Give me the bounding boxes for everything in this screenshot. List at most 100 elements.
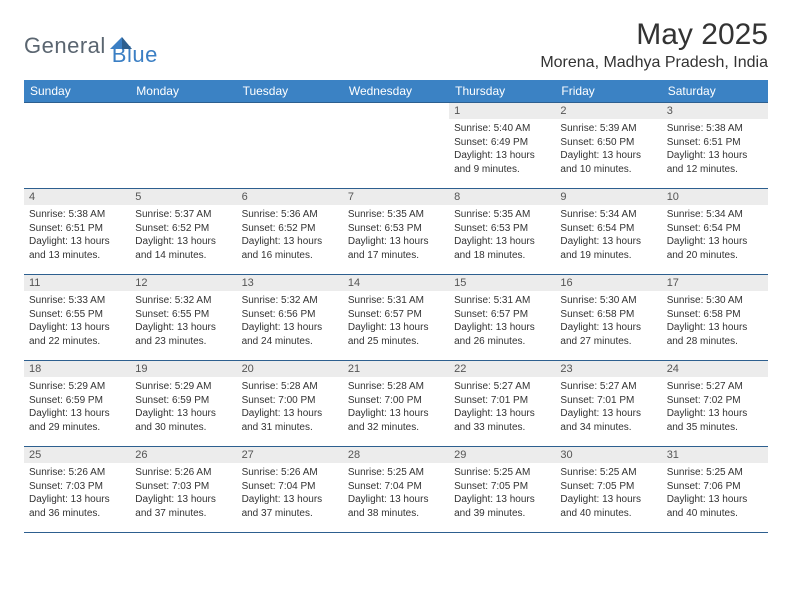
- day-detail-line: Daylight: 13 hours: [667, 321, 763, 335]
- calendar-cell: 22 Sunrise: 5:27 AMSunset: 7:01 PMDayligh…: [449, 361, 555, 447]
- weekday-header-sunday: Sunday: [24, 80, 130, 103]
- weekday-header-tuesday: Tuesday: [237, 80, 343, 103]
- day-detail-line: Daylight: 13 hours: [242, 493, 338, 507]
- day-detail-line: Sunrise: 5:26 AM: [135, 466, 231, 480]
- calendar-cell: 10Sunrise: 5:34 AMSunset: 6:54 PMDayligh…: [662, 189, 768, 275]
- calendar-cell: ..: [237, 103, 343, 189]
- day-details: Sunrise: 5:27 AMSunset: 7:02 PMDaylight:…: [662, 377, 768, 437]
- logo-text-general: General: [24, 33, 106, 59]
- day-details: Sunrise: 5:27 AMSunset: 7:01 PMDaylight:…: [555, 377, 661, 437]
- day-detail-line: Sunrise: 5:37 AM: [135, 208, 231, 222]
- day-detail-line: Daylight: 13 hours: [667, 235, 763, 249]
- day-detail-line: and 10 minutes.: [560, 163, 656, 177]
- day-number: 12: [130, 275, 236, 291]
- day-detail-line: Daylight: 13 hours: [454, 407, 550, 421]
- day-detail-line: Sunset: 7:00 PM: [242, 394, 338, 408]
- day-number: 9: [555, 189, 661, 205]
- day-number: 21: [343, 361, 449, 377]
- day-detail-line: Sunrise: 5:27 AM: [560, 380, 656, 394]
- day-detail-line: and 30 minutes.: [135, 421, 231, 435]
- calendar-row: ........1Sunrise: 5:40 AMSunset: 6:49 PM…: [24, 103, 768, 189]
- day-detail-line: Daylight: 13 hours: [454, 149, 550, 163]
- day-detail-line: and 22 minutes.: [29, 335, 125, 349]
- day-details: Sunrise: 5:35 AMSunset: 6:53 PMDaylight:…: [449, 205, 555, 265]
- day-detail-line: Sunrise: 5:26 AM: [242, 466, 338, 480]
- day-detail-line: Sunset: 6:56 PM: [242, 308, 338, 322]
- day-number: 2: [555, 103, 661, 119]
- day-details: Sunrise: 5:31 AMSunset: 6:57 PMDaylight:…: [343, 291, 449, 351]
- day-details: Sunrise: 5:29 AMSunset: 6:59 PMDaylight:…: [130, 377, 236, 437]
- calendar-cell: 27Sunrise: 5:26 AMSunset: 7:04 PMDayligh…: [237, 447, 343, 533]
- day-detail-line: Sunset: 7:00 PM: [348, 394, 444, 408]
- day-number: 29: [449, 447, 555, 463]
- day-detail-line: Sunset: 6:49 PM: [454, 136, 550, 150]
- day-detail-line: and 16 minutes.: [242, 249, 338, 263]
- day-detail-line: and 29 minutes.: [29, 421, 125, 435]
- day-detail-line: Sunset: 6:51 PM: [667, 136, 763, 150]
- weekday-header-friday: Friday: [555, 80, 661, 103]
- day-number: 28: [343, 447, 449, 463]
- day-number: 11: [24, 275, 130, 291]
- day-detail-line: Sunset: 6:58 PM: [560, 308, 656, 322]
- calendar-row: 4Sunrise: 5:38 AMSunset: 6:51 PMDaylight…: [24, 189, 768, 275]
- day-details: Sunrise: 5:33 AMSunset: 6:55 PMDaylight:…: [24, 291, 130, 351]
- day-detail-line: Daylight: 13 hours: [135, 235, 231, 249]
- day-detail-line: and 39 minutes.: [454, 507, 550, 521]
- month-title: May 2025: [540, 18, 768, 52]
- day-detail-line: and 13 minutes.: [29, 249, 125, 263]
- day-number: 22: [449, 361, 555, 377]
- day-detail-line: Sunset: 7:03 PM: [29, 480, 125, 494]
- day-detail-line: Sunrise: 5:36 AM: [242, 208, 338, 222]
- day-details: Sunrise: 5:37 AMSunset: 6:52 PMDaylight:…: [130, 205, 236, 265]
- day-detail-line: Daylight: 13 hours: [560, 235, 656, 249]
- day-details: Sunrise: 5:29 AMSunset: 6:59 PMDaylight:…: [24, 377, 130, 437]
- day-detail-line: Daylight: 13 hours: [29, 321, 125, 335]
- day-detail-line: Sunrise: 5:27 AM: [667, 380, 763, 394]
- calendar-cell: 29Sunrise: 5:25 AMSunset: 7:05 PMDayligh…: [449, 447, 555, 533]
- day-detail-line: and 33 minutes.: [454, 421, 550, 435]
- day-details: Sunrise: 5:35 AMSunset: 6:53 PMDaylight:…: [343, 205, 449, 265]
- title-block: May 2025 Morena, Madhya Pradesh, India: [540, 18, 768, 72]
- day-detail-line: Sunset: 6:57 PM: [348, 308, 444, 322]
- day-details: Sunrise: 5:39 AMSunset: 6:50 PMDaylight:…: [555, 119, 661, 179]
- day-detail-line: Daylight: 13 hours: [667, 493, 763, 507]
- calendar-cell: 14Sunrise: 5:31 AMSunset: 6:57 PMDayligh…: [343, 275, 449, 361]
- day-detail-line: and 9 minutes.: [454, 163, 550, 177]
- day-detail-line: Daylight: 13 hours: [135, 493, 231, 507]
- calendar-cell: 3Sunrise: 5:38 AMSunset: 6:51 PMDaylight…: [662, 103, 768, 189]
- day-detail-line: and 40 minutes.: [667, 507, 763, 521]
- day-detail-line: Sunrise: 5:27 AM: [454, 380, 550, 394]
- day-detail-line: Daylight: 13 hours: [560, 407, 656, 421]
- calendar-cell: 21Sunrise: 5:28 AMSunset: 7:00 PMDayligh…: [343, 361, 449, 447]
- day-details: Sunrise: 5:30 AMSunset: 6:58 PMDaylight:…: [555, 291, 661, 351]
- day-detail-line: Daylight: 13 hours: [560, 493, 656, 507]
- day-details: Sunrise: 5:36 AMSunset: 6:52 PMDaylight:…: [237, 205, 343, 265]
- day-detail-line: Sunset: 6:54 PM: [667, 222, 763, 236]
- day-detail-line: Sunrise: 5:31 AM: [348, 294, 444, 308]
- day-detail-line: and 40 minutes.: [560, 507, 656, 521]
- day-details: Sunrise: 5:32 AMSunset: 6:56 PMDaylight:…: [237, 291, 343, 351]
- calendar-cell: 4Sunrise: 5:38 AMSunset: 6:51 PMDaylight…: [24, 189, 130, 275]
- day-detail-line: Sunrise: 5:33 AM: [29, 294, 125, 308]
- calendar-cell: 9Sunrise: 5:34 AMSunset: 6:54 PMDaylight…: [555, 189, 661, 275]
- day-number: 3: [662, 103, 768, 119]
- day-detail-line: Sunrise: 5:28 AM: [242, 380, 338, 394]
- day-detail-line: and 35 minutes.: [667, 421, 763, 435]
- day-detail-line: Daylight: 13 hours: [242, 235, 338, 249]
- day-detail-line: and 28 minutes.: [667, 335, 763, 349]
- day-detail-line: Sunset: 7:04 PM: [348, 480, 444, 494]
- day-detail-line: Daylight: 13 hours: [242, 407, 338, 421]
- day-detail-line: Sunrise: 5:31 AM: [454, 294, 550, 308]
- day-detail-line: and 32 minutes.: [348, 421, 444, 435]
- day-detail-line: Sunrise: 5:28 AM: [348, 380, 444, 394]
- day-detail-line: Sunset: 7:01 PM: [454, 394, 550, 408]
- day-detail-line: Sunrise: 5:40 AM: [454, 122, 550, 136]
- day-detail-line: and 37 minutes.: [242, 507, 338, 521]
- day-detail-line: Sunset: 6:53 PM: [454, 222, 550, 236]
- day-detail-line: Sunrise: 5:32 AM: [135, 294, 231, 308]
- weekday-header-monday: Monday: [130, 80, 236, 103]
- day-number: 4: [24, 189, 130, 205]
- day-detail-line: Sunrise: 5:26 AM: [29, 466, 125, 480]
- day-detail-line: Sunset: 6:58 PM: [667, 308, 763, 322]
- calendar-cell: 11Sunrise: 5:33 AMSunset: 6:55 PMDayligh…: [24, 275, 130, 361]
